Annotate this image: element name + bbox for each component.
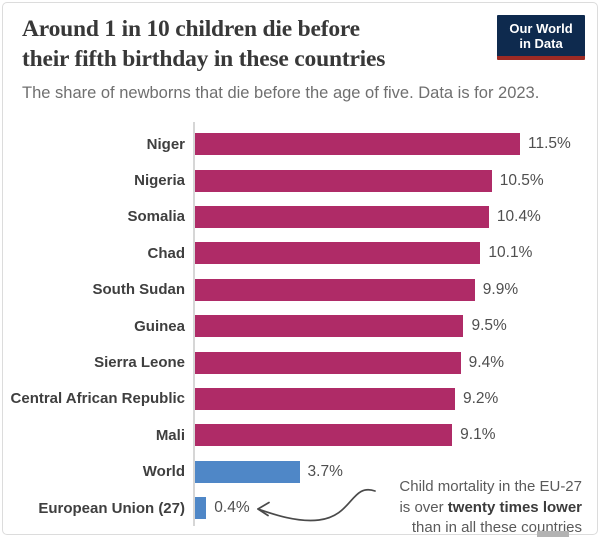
eu-annotation-line1: Child mortality in the EU-27 xyxy=(399,478,582,495)
category-label: Chad xyxy=(147,244,186,262)
bar xyxy=(195,205,489,228)
category-label: Nigeria xyxy=(134,172,185,190)
category-label: Sierra Leone xyxy=(94,354,185,372)
bar-row: Guinea 9.5% xyxy=(0,308,600,344)
category-label: Guinea xyxy=(134,317,185,335)
bar xyxy=(195,133,520,156)
bar-track: 9.5% xyxy=(195,308,600,344)
bar-row: Chad 10.1% xyxy=(0,235,600,271)
category-label: Central African Republic xyxy=(10,390,185,408)
category-axis-line xyxy=(193,122,195,526)
bar-track: 11.5% xyxy=(195,126,600,162)
category-label: Somalia xyxy=(127,208,185,226)
bar xyxy=(195,315,464,338)
category-label: World xyxy=(142,463,185,481)
category-label: Mali xyxy=(155,426,185,444)
value-label: 0.4% xyxy=(214,499,250,517)
bar-track: 10.5% xyxy=(195,162,600,198)
page-title-line1: Around 1 in 10 children die before xyxy=(22,16,360,42)
bar-row: Somalia 10.4% xyxy=(0,199,600,235)
bar-rows: Niger 11.5% Nigeria 10.5% Somalia 10.4% Chad 10… xyxy=(0,126,600,526)
eu-annotation: Child mortality in the EU-27 is over twe… xyxy=(342,477,582,537)
bar xyxy=(195,460,300,483)
value-label: 9.5% xyxy=(471,317,507,335)
bar-row: Mali 9.1% xyxy=(0,417,600,453)
bar xyxy=(195,387,455,410)
bar-row: Sierra Leone 9.4% xyxy=(0,344,600,380)
bar-track: 10.4% xyxy=(195,199,600,235)
value-label: 10.5% xyxy=(499,171,544,189)
bar-track: 9.2% xyxy=(195,381,600,417)
value-label: 10.4% xyxy=(496,207,541,225)
cutoff-gray-element xyxy=(537,531,569,537)
owid-logo-line1: Our World xyxy=(509,21,573,36)
owid-logo-accent-strip xyxy=(497,56,585,60)
chart-subtitle: The share of newborns that die before th… xyxy=(22,84,540,102)
bar xyxy=(195,169,492,192)
bar-chart: Niger 11.5% Nigeria 10.5% Somalia 10.4% Chad 10… xyxy=(0,122,600,527)
page-title: Around 1 in 10 children die before their… xyxy=(22,14,502,74)
category-label: Niger xyxy=(146,135,185,153)
value-label: 9.4% xyxy=(468,353,504,371)
value-label: 10.1% xyxy=(488,244,533,262)
bar-track: 10.1% xyxy=(195,235,600,271)
page-title-line2: their fifth birthday in these countries xyxy=(22,46,386,72)
bar-track: 9.1% xyxy=(195,417,600,453)
owid-logo-text: Our World in Data xyxy=(497,15,585,56)
bar-row: Niger 11.5% xyxy=(0,126,600,162)
owid-logo-line2: in Data xyxy=(519,36,563,51)
bar-row: South Sudan 9.9% xyxy=(0,272,600,308)
category-label: South Sudan xyxy=(92,281,186,299)
category-label: European Union (27) xyxy=(38,499,185,517)
value-label: 3.7% xyxy=(307,462,343,480)
bar xyxy=(195,351,461,374)
bar-row: World 3.7% xyxy=(0,454,600,490)
bar xyxy=(195,424,453,447)
bar-row: Central African Republic 9.2% xyxy=(0,381,600,417)
bar-row: Nigeria 10.5% xyxy=(0,162,600,198)
value-label: 9.1% xyxy=(460,426,496,444)
annotation-arrow-icon xyxy=(257,488,376,522)
value-label: 9.2% xyxy=(462,389,499,407)
bar xyxy=(195,497,207,520)
bar-track: 3.7% xyxy=(195,454,600,490)
bar-row: European Union (27) 0.4% xyxy=(0,490,600,526)
bar xyxy=(195,242,481,265)
bar-track: 9.4% xyxy=(195,344,600,380)
owid-logo: Our World in Data xyxy=(497,15,585,60)
bar xyxy=(195,278,475,301)
bar-track: 9.9% xyxy=(195,272,600,308)
value-label: 11.5% xyxy=(527,135,571,153)
value-label: 9.9% xyxy=(482,280,519,298)
eu-annotation-line2: is over twenty times lower xyxy=(399,498,582,516)
bar-track: 0.4% xyxy=(195,490,600,526)
